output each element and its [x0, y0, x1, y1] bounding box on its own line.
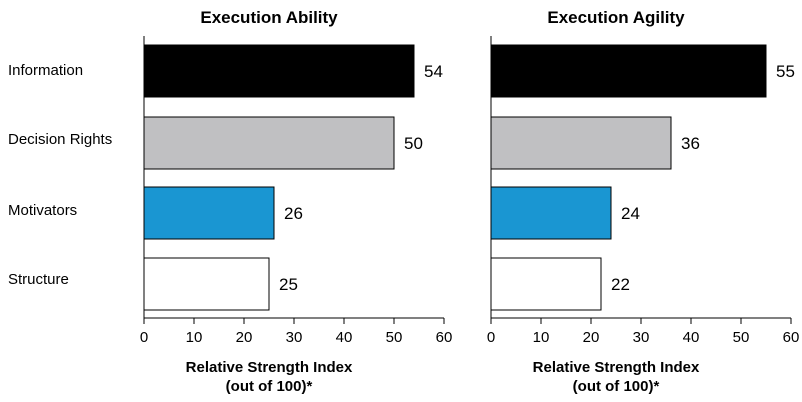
category-label-information: Information: [8, 62, 84, 79]
category-label-decision-rights: Decision Rights: [8, 131, 113, 148]
bar-value-label: 54: [424, 62, 443, 81]
x-tick-label: 10: [533, 329, 550, 346]
x-tick-label: 30: [633, 329, 650, 346]
x-tick-label: 20: [583, 329, 600, 346]
bar-value-label: 55: [776, 62, 795, 81]
bar-motivators: [143, 186, 275, 240]
x-axis-label-line2: (out of 100)*: [225, 378, 313, 395]
x-axis-label-line1: Relative Strength Index: [185, 359, 353, 376]
bar-value-label: 25: [279, 275, 298, 294]
x-tick-label: 60: [783, 329, 800, 346]
category-label-motivators: Motivators: [8, 202, 78, 219]
bar-value-label: 50: [404, 134, 423, 153]
bar-structure: [490, 257, 602, 311]
x-tick-label: 50: [386, 329, 403, 346]
bar-value-label: 22: [611, 275, 630, 294]
bar-value-label: 26: [284, 204, 303, 223]
bar-decision-rights: [143, 116, 395, 170]
bar-information: [143, 44, 415, 98]
x-axis-label-agility: Relative Strength Index (out of 100)*: [491, 358, 741, 396]
x-axis-label-line1: Relative Strength Index: [532, 359, 700, 376]
x-tick-label: 0: [487, 329, 495, 346]
bar-decision-rights: [490, 116, 672, 170]
x-tick-label: 50: [733, 329, 750, 346]
x-tick-label: 20: [236, 329, 253, 346]
x-axis-label-line2: (out of 100)*: [572, 378, 660, 395]
chart-title-execution-ability: Execution Ability: [200, 8, 338, 27]
bar-information: [490, 44, 767, 98]
chart-title-execution-agility: Execution Agility: [547, 8, 685, 27]
bar-motivators: [490, 186, 612, 240]
bar-value-label: 36: [681, 134, 700, 153]
bar-structure: [143, 257, 270, 311]
x-tick-label: 60: [436, 329, 453, 346]
category-label-structure: Structure: [8, 271, 69, 288]
x-tick-label: 0: [140, 329, 148, 346]
x-axis-label-ability: Relative Strength Index (out of 100)*: [144, 358, 394, 396]
x-tick-label: 30: [286, 329, 303, 346]
x-tick-label: 10: [186, 329, 203, 346]
x-tick-label: 40: [336, 329, 353, 346]
x-tick-label: 40: [683, 329, 700, 346]
bar-value-label: 24: [621, 204, 640, 223]
